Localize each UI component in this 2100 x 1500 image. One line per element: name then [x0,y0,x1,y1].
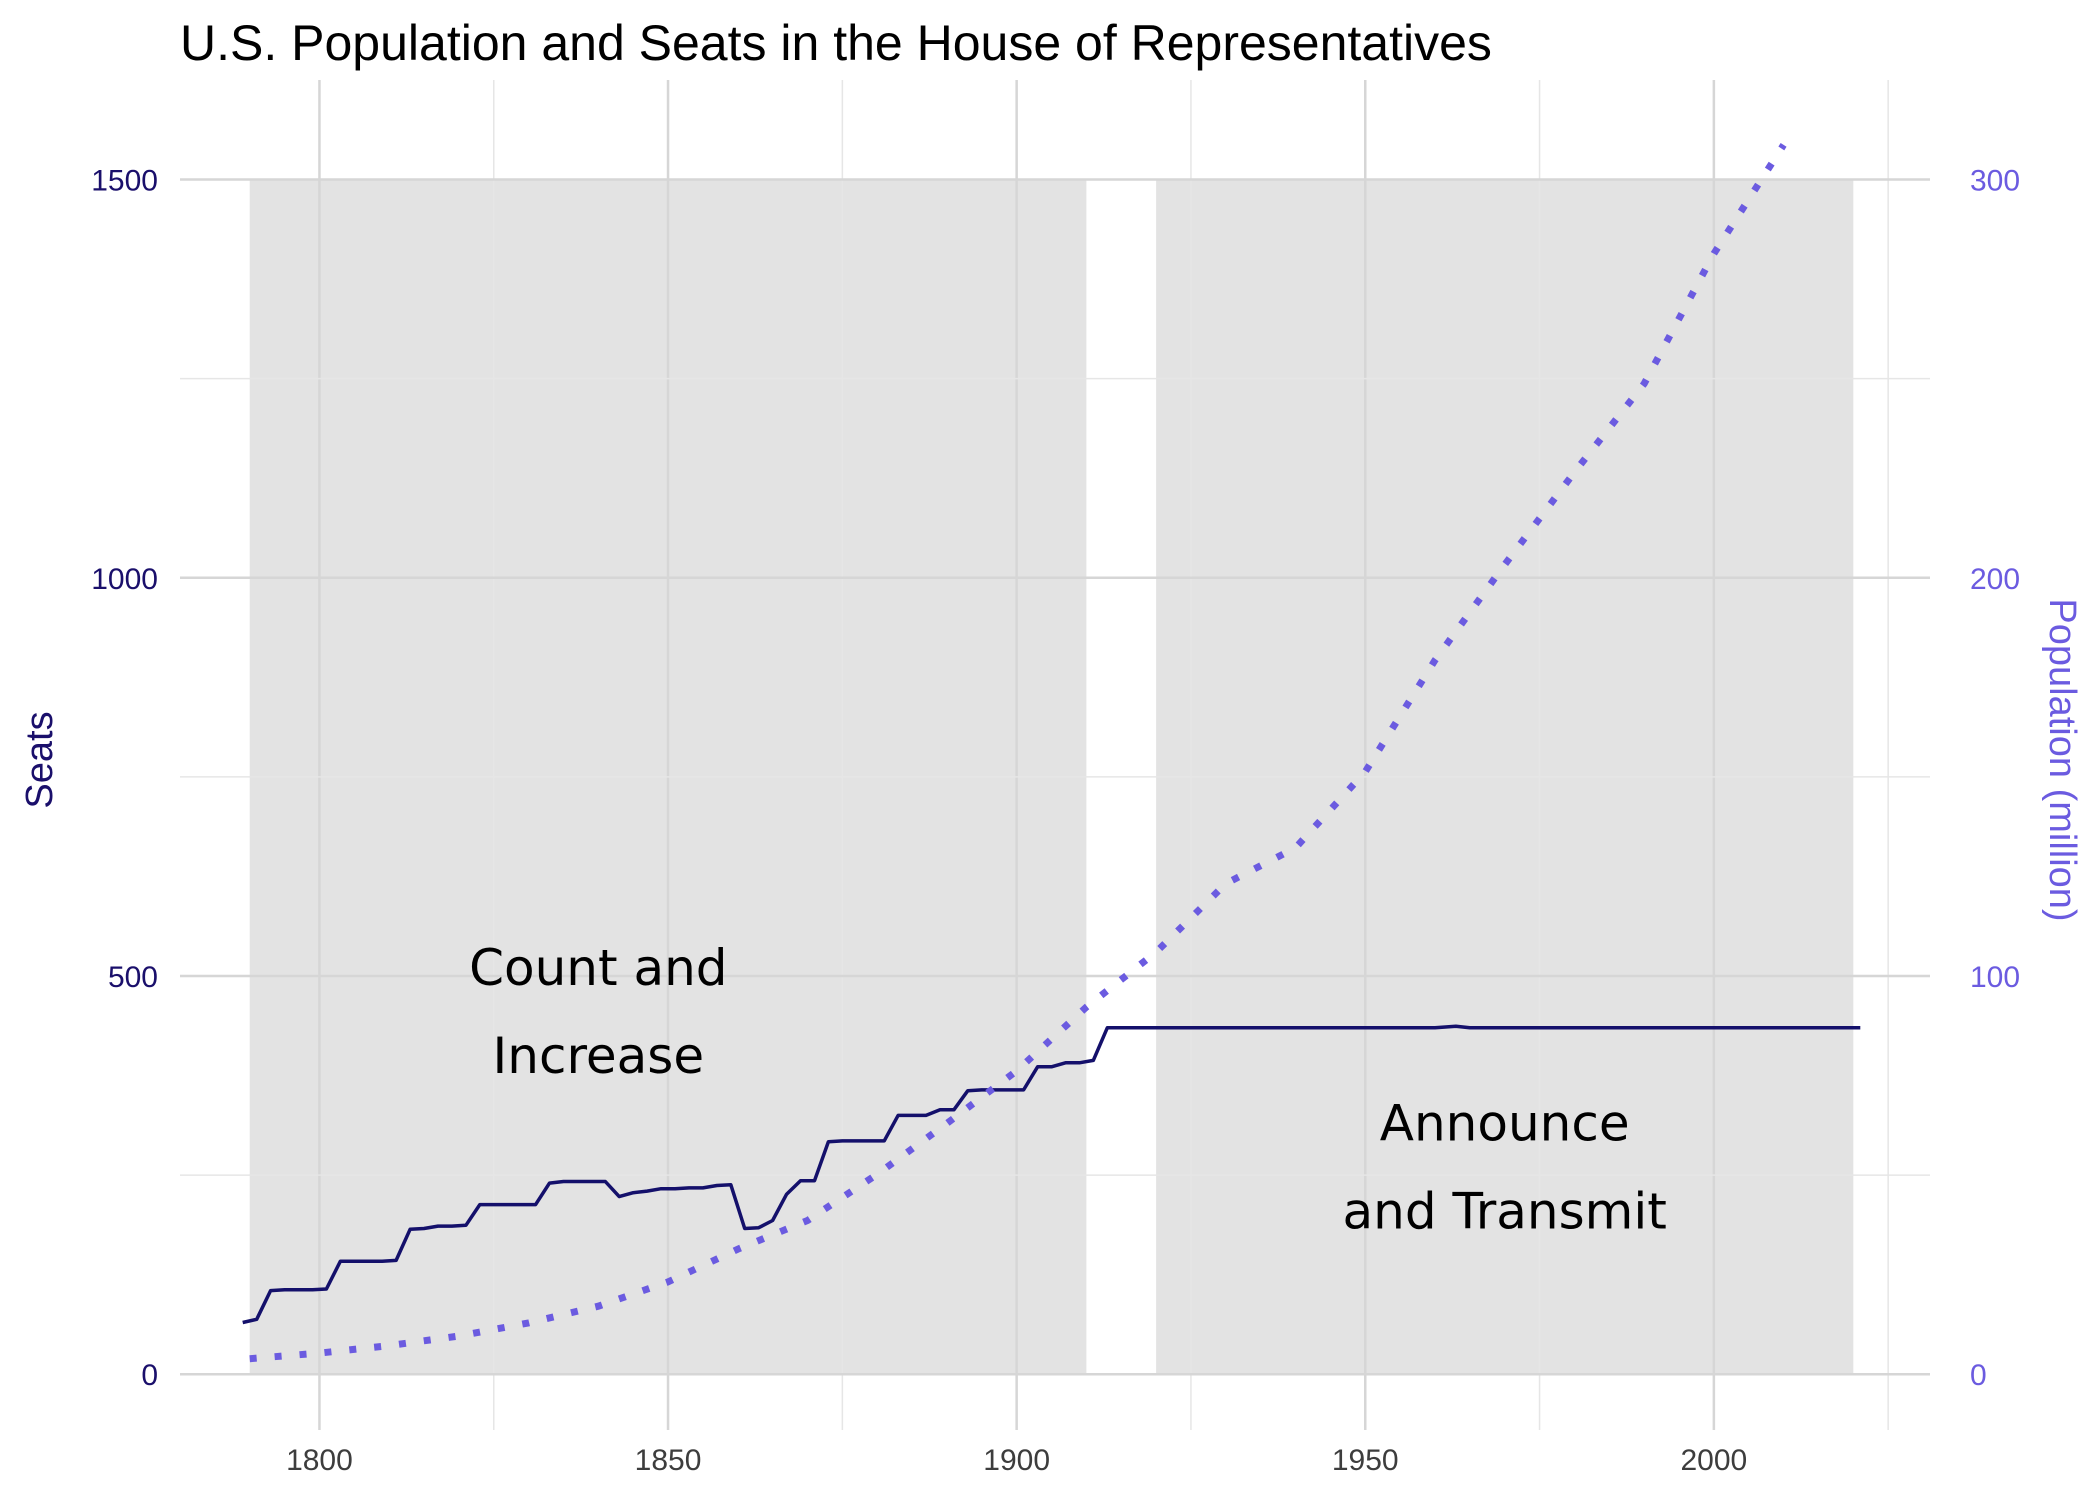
annotation-2-line-1: Announce [1380,1094,1630,1152]
x-tick-label: 1900 [983,1444,1050,1477]
y-left-tick-label: 0 [141,1359,158,1392]
grid [180,80,1930,1430]
y-right-tick-label: 0 [1970,1359,1987,1392]
annotation-1-line-2: Increase [493,1027,705,1085]
x-tick-label: 1850 [635,1444,702,1477]
y-left-tick-label: 500 [108,961,158,994]
x-tick-label: 2000 [1680,1444,1747,1477]
axes: 1800 1850 1900 1950 2000 0 500 1000 1500 0 100 200 3… [91,165,2020,1477]
series-lines [242,143,1861,1363]
y-left-tick-label: 1500 [91,165,158,198]
y-right-tick-label: 100 [1970,961,2020,994]
y-left-tick-label: 1000 [91,563,158,596]
y-axis-left-label: Seats [19,711,61,808]
y-right-tick-label: 300 [1970,165,2020,198]
x-tick-label: 1950 [1332,1444,1399,1477]
seats-line [242,1024,1861,1325]
y-right-tick-label: 200 [1970,563,2020,596]
y-axis-right-label: Population (million) [2041,598,2083,921]
annotation-1-line-1: Count and [469,939,727,997]
x-tick-label: 1800 [286,1444,353,1477]
annotation-2-line-2: and Transmit [1343,1182,1667,1240]
annotations: Count and Increase Announce and Transmit [469,939,1667,1240]
chart-title: U.S. Population and Seats in the House o… [180,15,1492,71]
